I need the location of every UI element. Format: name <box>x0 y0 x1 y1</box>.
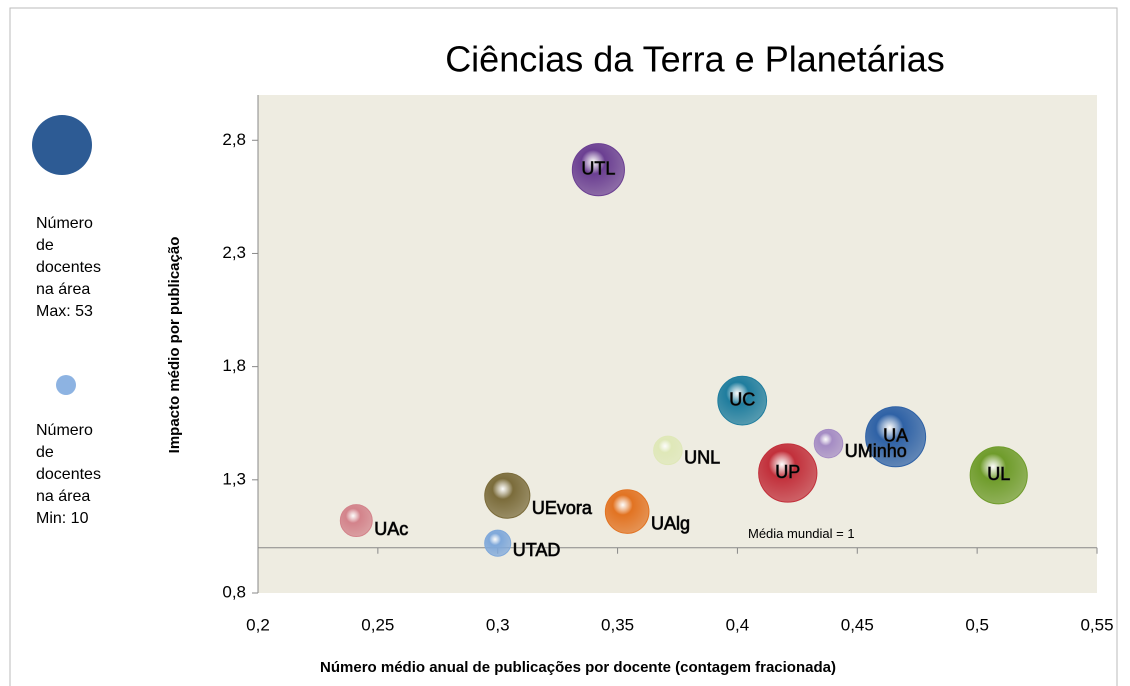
size-legend-text: Min: 10 <box>36 510 89 527</box>
plot-area <box>258 95 1097 593</box>
bubble-label: UP <box>775 462 800 482</box>
x-tick-label: 0,55 <box>1080 615 1113 634</box>
size-legend-text: de <box>36 237 54 254</box>
x-tick-label: 0,2 <box>246 615 270 634</box>
size-legend-text: docentes <box>36 259 101 276</box>
bubble-label: UC <box>729 389 755 409</box>
size-legend-bubble <box>32 115 92 175</box>
bubble-label: UTAD <box>513 540 561 560</box>
bubble-label: UL <box>987 464 1010 484</box>
y-tick-label: 0,8 <box>222 582 246 601</box>
size-legend-text: de <box>36 444 54 461</box>
bubble <box>758 443 818 503</box>
bubble <box>717 375 768 426</box>
y-tick-label: 1,3 <box>222 469 246 488</box>
bubble <box>813 428 844 459</box>
y-tick-label: 2,8 <box>222 130 246 149</box>
bubble-label: UEvora <box>532 498 593 518</box>
y-axis-label: Impacto médio por publicação <box>166 237 183 454</box>
bubble <box>339 504 373 538</box>
y-tick-label: 2,3 <box>222 243 246 262</box>
size-legend-bubble <box>56 375 76 395</box>
bubble <box>653 435 683 466</box>
bubble <box>484 472 531 519</box>
bubble <box>969 446 1028 505</box>
size-legend-text: Número <box>36 422 93 439</box>
x-axis-label: Número médio anual de publicações por do… <box>320 659 836 676</box>
x-tick-label: 0,3 <box>486 615 510 634</box>
size-legend-text: na área <box>36 488 90 505</box>
bubble <box>484 529 512 557</box>
chart-title: Ciências da Terra e Planetárias <box>445 39 945 80</box>
size-legend-text: Número <box>36 215 93 232</box>
reference-label: Média mundial = 1 <box>748 526 855 541</box>
bubble-label: UA <box>883 426 908 446</box>
bubble-label: UMinho <box>845 441 907 461</box>
bubble <box>865 406 927 468</box>
x-tick-label: 0,45 <box>841 615 874 634</box>
chart-frame <box>9 7 1118 686</box>
bubble <box>604 489 650 534</box>
x-tick-label: 0,4 <box>726 615 750 634</box>
size-legend-text: docentes <box>36 466 101 483</box>
bubble-label: UAlg <box>651 513 690 533</box>
size-legend-text: Max: 53 <box>36 303 93 320</box>
x-tick-label: 0,25 <box>361 615 394 634</box>
bubble <box>571 143 625 197</box>
y-tick-label: 1,8 <box>222 356 246 375</box>
x-tick-label: 0,35 <box>601 615 634 634</box>
bubble-label: UTL <box>581 158 615 178</box>
bubble-label: UNL <box>684 448 720 468</box>
bubble-label: UAc <box>374 519 408 539</box>
size-legend-text: na área <box>36 281 90 298</box>
x-tick-label: 0,5 <box>965 615 989 634</box>
